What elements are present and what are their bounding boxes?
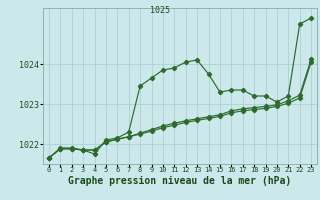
Text: 1025: 1025 bbox=[150, 6, 170, 15]
X-axis label: Graphe pression niveau de la mer (hPa): Graphe pression niveau de la mer (hPa) bbox=[68, 176, 292, 186]
